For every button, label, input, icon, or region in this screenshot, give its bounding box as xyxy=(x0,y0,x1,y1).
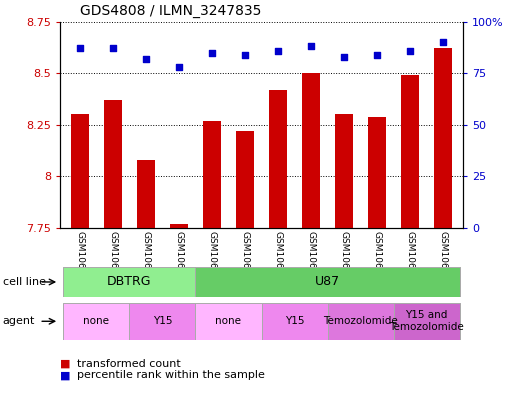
Bar xyxy=(335,114,353,228)
Bar xyxy=(269,90,287,228)
Text: cell line: cell line xyxy=(3,277,46,287)
Point xyxy=(439,39,447,45)
Point xyxy=(142,55,150,62)
Bar xyxy=(401,75,419,228)
Text: agent: agent xyxy=(3,316,35,326)
Point xyxy=(241,51,249,58)
Bar xyxy=(434,48,452,228)
Bar xyxy=(393,303,460,340)
Bar xyxy=(137,160,155,228)
Text: transformed count: transformed count xyxy=(77,358,180,369)
Text: none: none xyxy=(84,316,109,326)
Point xyxy=(274,47,282,53)
Text: percentile rank within the sample: percentile rank within the sample xyxy=(77,370,265,380)
Bar xyxy=(170,224,188,228)
Bar xyxy=(196,267,460,297)
Point xyxy=(373,51,381,58)
Text: Y15: Y15 xyxy=(153,316,172,326)
Bar xyxy=(302,73,320,228)
Bar xyxy=(63,303,130,340)
Bar xyxy=(71,114,89,228)
Bar xyxy=(368,117,386,228)
Text: ■: ■ xyxy=(60,370,74,380)
Point xyxy=(307,43,315,50)
Bar xyxy=(130,303,196,340)
Bar xyxy=(196,303,262,340)
Point xyxy=(175,64,183,70)
Text: ■: ■ xyxy=(60,358,74,369)
Point xyxy=(340,53,348,60)
Bar xyxy=(63,267,196,297)
Text: Temozolomide: Temozolomide xyxy=(323,316,398,326)
Point xyxy=(208,50,216,56)
Bar xyxy=(236,131,254,228)
Text: GDS4808 / ILMN_3247835: GDS4808 / ILMN_3247835 xyxy=(81,4,262,18)
Point xyxy=(76,45,84,51)
Point xyxy=(109,45,117,51)
Bar xyxy=(262,303,327,340)
Bar xyxy=(203,121,221,228)
Text: DBTRG: DBTRG xyxy=(107,275,152,288)
Text: none: none xyxy=(215,316,242,326)
Text: Y15 and
Temozolomide: Y15 and Temozolomide xyxy=(389,310,464,332)
Text: Y15: Y15 xyxy=(285,316,304,326)
Point xyxy=(406,47,414,53)
Bar xyxy=(104,100,122,228)
Text: U87: U87 xyxy=(315,275,340,288)
Bar xyxy=(327,303,393,340)
